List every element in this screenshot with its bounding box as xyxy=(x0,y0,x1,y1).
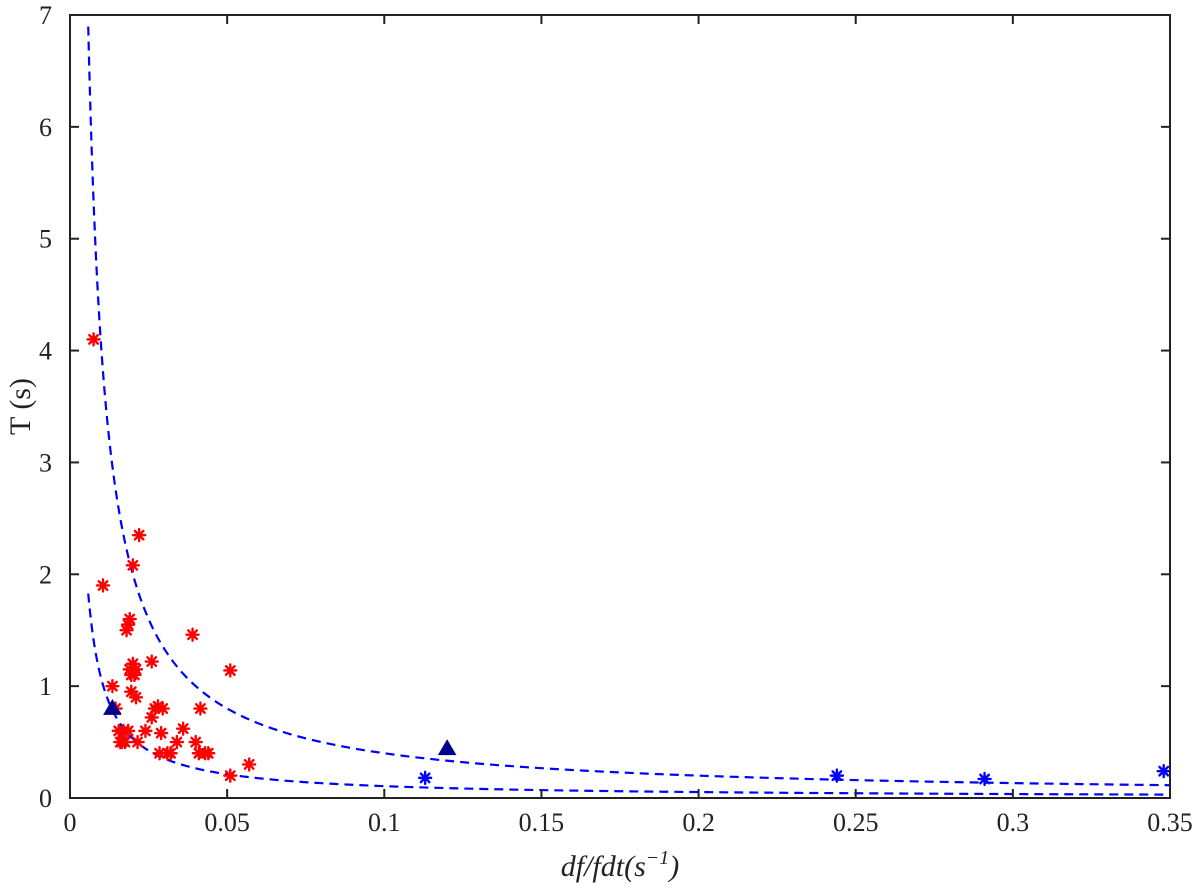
red-asterisk-point xyxy=(163,746,178,761)
red-asterisk-point xyxy=(86,332,101,347)
blue-asterisk-point xyxy=(1156,763,1171,779)
red-asterisk-point xyxy=(144,654,159,669)
asterisk-stroke xyxy=(224,770,236,782)
asterisk-stroke xyxy=(177,723,189,735)
red-asterisk-point xyxy=(201,746,216,761)
axis-tick-labels: 0 0.05 0.1 0.15 0.2 0.25 0.3 0.35 0 1 2 3 4 5 6 7 xyxy=(39,1,1193,837)
asterisk-stroke xyxy=(243,759,255,770)
asterisk-stroke xyxy=(130,691,142,703)
asterisk-stroke xyxy=(154,747,166,759)
asterisk-stroke xyxy=(165,747,177,759)
red-asterisk-point xyxy=(130,734,145,750)
red-asterisk-point xyxy=(188,734,203,750)
red-asterisk-point xyxy=(95,578,111,593)
x-tick-label: 0.25 xyxy=(833,808,879,837)
triangle-point xyxy=(103,699,122,715)
red-asterisk-point xyxy=(128,662,144,677)
asterisk-stroke xyxy=(157,703,169,714)
red-asterisk-point xyxy=(120,723,136,739)
red-asterisk-point xyxy=(223,663,238,678)
asterisk-stroke xyxy=(130,663,142,675)
asterisk-stroke xyxy=(831,770,843,782)
y-tick-label: 0 xyxy=(39,784,52,813)
asterisk-stroke xyxy=(132,736,144,748)
asterisk-stroke xyxy=(127,658,139,670)
y-tick-label: 7 xyxy=(39,1,52,30)
asterisk-stroke xyxy=(146,656,158,667)
y-tick-label: 5 xyxy=(39,225,52,254)
asterisk-stroke xyxy=(152,700,164,712)
asterisk-stroke xyxy=(124,613,136,625)
triangle-point xyxy=(437,739,457,756)
x-tick-label: 0.2 xyxy=(682,808,715,837)
fit-curve xyxy=(87,26,1171,787)
asterisk-stroke xyxy=(133,529,145,541)
x-axis-title-exponent: −1 xyxy=(646,847,670,869)
red-asterisk-point xyxy=(125,558,141,573)
asterisk-stroke xyxy=(106,680,118,692)
asterisk-stroke xyxy=(122,725,134,737)
y-tick-label: 6 xyxy=(39,113,52,142)
red-asterisk-point xyxy=(105,678,120,694)
y-tick-label: 4 xyxy=(39,337,52,366)
asterisk-stroke xyxy=(88,333,100,345)
red-asterisk-point xyxy=(155,701,170,716)
asterisk-stroke xyxy=(224,665,236,676)
axis-ticks xyxy=(69,14,1171,799)
x-tick-label: 0.3 xyxy=(997,808,1030,837)
asterisk-stroke xyxy=(155,727,167,739)
asterisk-stroke xyxy=(139,725,151,737)
y-tick-label: 2 xyxy=(39,560,52,589)
asterisk-stroke xyxy=(1158,765,1170,777)
x-axis-title: df/fdt(s−1) xyxy=(561,847,680,883)
asterisk-stroke xyxy=(979,773,991,785)
asterisk-stroke xyxy=(202,747,214,759)
red-asterisk-point xyxy=(153,725,169,741)
blue-asterisk-point xyxy=(977,771,992,787)
red-asterisk-point xyxy=(128,690,144,705)
fit-curve xyxy=(87,593,1171,796)
asterisk-stroke xyxy=(187,629,199,641)
red-asterisk-point xyxy=(138,723,153,739)
asterisk-stroke xyxy=(127,559,139,571)
x-axis-title-close: ) xyxy=(667,850,679,883)
blue-asterisk-point xyxy=(829,768,845,783)
asterisk-stroke xyxy=(190,736,202,748)
y-axis-title: T (s) xyxy=(4,378,37,435)
asterisk-stroke xyxy=(125,686,137,698)
red-asterisk-point xyxy=(193,701,208,716)
red-asterisk-point xyxy=(241,757,257,772)
data-points xyxy=(86,332,1171,787)
x-tick-label: 0 xyxy=(64,808,77,837)
asterisk-stroke xyxy=(194,703,206,714)
asterisk-stroke xyxy=(171,736,183,748)
red-asterisk-point xyxy=(223,768,238,783)
x-tick-label: 0.35 xyxy=(1147,808,1193,837)
asterisk-stroke xyxy=(119,736,131,748)
y-tick-label: 3 xyxy=(39,448,52,477)
red-asterisk-point xyxy=(122,611,137,627)
x-tick-label: 0.15 xyxy=(519,808,565,837)
x-tick-label: 0.05 xyxy=(204,808,250,837)
asterisk-stroke xyxy=(97,580,109,591)
x-axis-title-main: df/fdt(s xyxy=(561,850,646,883)
red-asterisk-point xyxy=(185,627,200,642)
red-asterisk-point xyxy=(117,734,133,750)
fit-curves xyxy=(87,26,1171,796)
red-asterisk-point xyxy=(175,721,191,736)
red-asterisk-point xyxy=(131,527,147,543)
x-tick-label: 0.1 xyxy=(368,808,401,837)
y-tick-label: 1 xyxy=(39,672,52,701)
red-asterisk-point xyxy=(169,734,185,750)
blue-asterisk-point xyxy=(417,770,433,786)
plot-frame xyxy=(69,14,1171,799)
asterisk-stroke xyxy=(419,772,431,784)
